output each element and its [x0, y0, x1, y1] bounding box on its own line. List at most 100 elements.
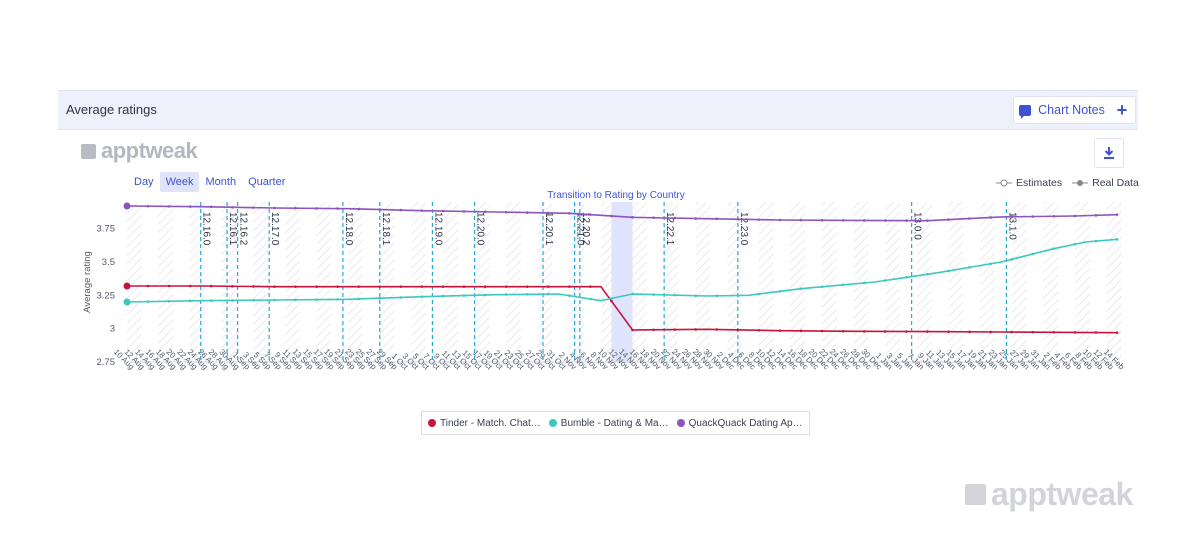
legend-item-tinder[interactable]: Tinder - Match. Chat…	[428, 418, 541, 429]
series-point	[420, 295, 424, 298]
estimate-band	[1043, 202, 1059, 362]
series-point	[757, 328, 761, 332]
legend-bumble-label: Bumble - Dating & Ma…	[560, 417, 669, 429]
y-tick-label: 3.25	[97, 290, 116, 301]
series-point	[947, 269, 950, 273]
series-point	[610, 214, 613, 218]
series-point	[294, 206, 297, 210]
estimate-band	[284, 202, 300, 362]
version-marker-label: 12.16.1	[227, 212, 238, 246]
legend-real-data[interactable]: Real Data	[1072, 177, 1139, 189]
series-point	[357, 297, 361, 301]
series-point	[167, 284, 171, 288]
add-note-button[interactable]: +	[1109, 96, 1136, 124]
series-point	[399, 285, 403, 288]
estimate-band	[1074, 202, 1090, 362]
series-point	[947, 218, 950, 221]
estimate-band	[474, 202, 490, 362]
series-point	[989, 330, 992, 334]
series-line-0	[127, 285, 1118, 334]
download-icon	[1104, 147, 1114, 159]
series-point	[315, 207, 318, 210]
series-point	[715, 328, 719, 331]
period-day[interactable]: Day	[134, 176, 154, 188]
version-marker-label: 12.21.0	[575, 212, 586, 246]
series-point	[568, 294, 571, 297]
series-point	[673, 293, 676, 297]
series-point	[294, 285, 297, 288]
series-point	[926, 272, 929, 276]
chart-logo-icon	[81, 143, 96, 159]
legend-real-data-label: Real Data	[1092, 177, 1139, 189]
series-point	[799, 287, 803, 290]
download-button[interactable]	[1094, 138, 1124, 168]
estimate-band	[980, 202, 995, 362]
series-point	[883, 330, 887, 333]
period-month[interactable]: Month	[205, 176, 237, 188]
series-point	[146, 300, 150, 303]
series-point	[441, 285, 445, 288]
series-point	[146, 284, 150, 288]
series-point	[1073, 331, 1077, 334]
series-point	[568, 212, 571, 215]
series-point	[504, 285, 508, 288]
series-point	[399, 208, 403, 212]
version-marker-label: 12.20.1	[543, 212, 554, 246]
series-point	[546, 285, 550, 288]
legend-estimates-label: Estimates	[1016, 177, 1063, 189]
series-point	[1115, 238, 1119, 241]
version-marker-label: 12.20.0	[475, 212, 486, 246]
series-point	[462, 294, 466, 297]
series-point	[841, 219, 845, 222]
version-marker-label: 12.22.1	[664, 212, 675, 246]
period-week[interactable]: Week	[159, 172, 200, 192]
version-marker-label: 12.16.0	[201, 212, 212, 246]
series-point	[736, 217, 740, 221]
series-point	[231, 299, 234, 302]
estimate-band	[790, 202, 806, 362]
series-point	[188, 205, 192, 208]
series-point	[778, 290, 782, 293]
legend-item-quackquack[interactable]: QuackQuack Dating Ap…	[676, 418, 803, 429]
estimate-band	[316, 202, 332, 362]
series-point	[420, 285, 424, 288]
series-point	[441, 209, 445, 213]
series-point	[252, 298, 255, 302]
series-point	[736, 294, 740, 297]
legend-estimates[interactable]: Estimates	[996, 177, 1062, 189]
series-point	[610, 299, 613, 303]
series-point	[736, 328, 740, 332]
comment-icon	[1019, 104, 1032, 119]
series-point	[483, 285, 487, 288]
estimate-band	[442, 202, 458, 362]
series-point	[1031, 215, 1035, 218]
series-point	[420, 209, 424, 212]
series-start-point	[123, 202, 131, 210]
version-marker-label: 12.20.2	[580, 212, 591, 246]
series-point	[462, 285, 466, 288]
legend-item-bumble[interactable]: Bumble - Dating & Ma…	[548, 417, 669, 429]
period-quarter[interactable]: Quarter	[248, 176, 286, 188]
series-point	[1094, 331, 1098, 334]
series-point	[1052, 214, 1056, 218]
series-point	[715, 294, 719, 298]
series-point	[336, 298, 339, 301]
series-point	[905, 276, 908, 279]
estimate-band	[411, 202, 427, 362]
chart-panel-header: Average ratings Chart Notes +	[58, 90, 1138, 130]
series-point	[673, 328, 676, 331]
chart-notes-button[interactable]: Chart Notes	[1013, 96, 1111, 124]
estimate-band	[348, 202, 363, 362]
series-point	[146, 204, 150, 208]
y-tick-label: 3	[110, 324, 115, 335]
estimate-band	[632, 202, 648, 362]
estimate-band	[758, 202, 774, 362]
series-point	[862, 281, 866, 285]
y-axis-label: Average rating	[82, 251, 93, 313]
series-point	[504, 210, 508, 214]
series-point	[1052, 330, 1056, 334]
series-point	[273, 285, 276, 288]
chart-notes-label: Chart Notes	[1038, 103, 1105, 117]
legend-tinder-label: Tinder - Match. Chat…	[440, 417, 541, 429]
real-data-marker-icon	[1072, 180, 1089, 186]
